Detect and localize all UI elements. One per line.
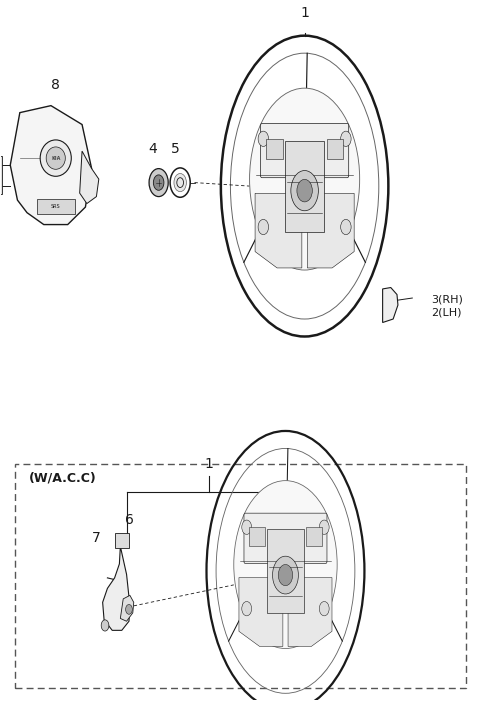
FancyBboxPatch shape	[306, 527, 322, 545]
FancyBboxPatch shape	[267, 529, 303, 613]
Circle shape	[341, 131, 351, 147]
FancyBboxPatch shape	[285, 141, 324, 231]
Text: 7: 7	[92, 531, 101, 545]
Circle shape	[242, 601, 252, 616]
Polygon shape	[383, 287, 398, 322]
Polygon shape	[239, 578, 283, 646]
Circle shape	[341, 219, 351, 235]
Polygon shape	[103, 546, 130, 630]
Circle shape	[273, 556, 299, 594]
Text: 2(LH): 2(LH)	[432, 307, 462, 317]
Polygon shape	[307, 193, 354, 268]
Text: 1: 1	[300, 6, 309, 20]
FancyBboxPatch shape	[244, 513, 327, 564]
Ellipse shape	[234, 481, 337, 648]
Circle shape	[291, 170, 318, 211]
Circle shape	[242, 520, 252, 534]
FancyBboxPatch shape	[0, 156, 2, 194]
Text: 3(RH): 3(RH)	[432, 294, 463, 304]
Text: 1: 1	[204, 457, 213, 471]
Text: KIA: KIA	[51, 156, 60, 161]
Ellipse shape	[46, 147, 65, 170]
Circle shape	[101, 620, 109, 631]
Circle shape	[297, 179, 312, 202]
Circle shape	[319, 601, 329, 616]
FancyBboxPatch shape	[115, 533, 129, 548]
Circle shape	[126, 604, 132, 614]
Circle shape	[278, 564, 293, 585]
Polygon shape	[10, 106, 92, 224]
FancyBboxPatch shape	[266, 139, 283, 159]
Circle shape	[154, 175, 164, 190]
Polygon shape	[288, 578, 332, 646]
Circle shape	[258, 131, 269, 147]
Circle shape	[258, 219, 269, 235]
Text: SRS: SRS	[51, 204, 60, 209]
FancyBboxPatch shape	[326, 139, 343, 159]
Text: 5: 5	[171, 142, 180, 156]
FancyBboxPatch shape	[261, 123, 348, 177]
Ellipse shape	[250, 88, 360, 270]
FancyBboxPatch shape	[249, 527, 265, 545]
Text: 4: 4	[148, 142, 157, 156]
Polygon shape	[80, 151, 99, 203]
Polygon shape	[120, 595, 134, 621]
Text: 8: 8	[51, 78, 60, 92]
FancyBboxPatch shape	[36, 198, 75, 214]
Polygon shape	[255, 193, 302, 268]
Circle shape	[174, 174, 186, 191]
Text: (W/A.C.C): (W/A.C.C)	[28, 472, 96, 484]
Ellipse shape	[40, 140, 72, 176]
Circle shape	[319, 520, 329, 534]
Text: 6: 6	[125, 513, 134, 527]
Circle shape	[149, 169, 168, 196]
